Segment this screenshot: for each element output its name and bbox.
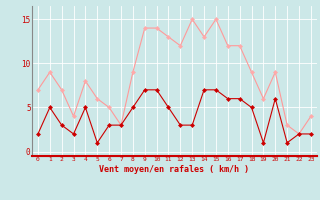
X-axis label: Vent moyen/en rafales ( km/h ): Vent moyen/en rafales ( km/h ) (100, 165, 249, 174)
